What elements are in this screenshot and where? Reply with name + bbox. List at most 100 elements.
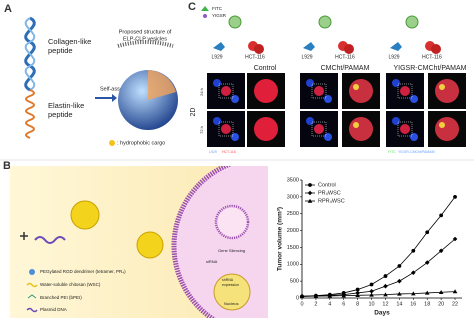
nucleus (392, 79, 400, 87)
panel-label: B (3, 160, 11, 172)
marker (369, 292, 374, 297)
legend-icon (203, 14, 207, 18)
panel-label: C (188, 1, 196, 13)
marker (411, 270, 416, 276)
collagen-helix (24, 17, 36, 91)
x-tick-label: 2 (314, 301, 317, 307)
marker (369, 288, 374, 294)
marker (307, 190, 313, 196)
cell-label: L929 (211, 54, 222, 60)
legend-text: Branched PEI (bPEI) (40, 295, 82, 300)
x-axis-label: Days (374, 310, 390, 317)
text: expression (222, 283, 239, 287)
cargo-icon (109, 140, 115, 146)
nucleus (306, 117, 314, 125)
schematics: L929 HCT-116 L929 HCT-116 L929 HCT-116 (211, 15, 442, 60)
legend-text: PEGylated RGD dendrimer (tetramer, PR₄) (40, 269, 126, 274)
text: siRNA (206, 259, 218, 264)
arrow-head (112, 94, 117, 102)
marker (397, 291, 402, 296)
x-tick-label: 10 (369, 301, 375, 307)
zoom-box (311, 83, 327, 99)
x-tick-label: 22 (452, 301, 458, 307)
panel-a: A Collagen-like peptide Elastin-like pep… (4, 3, 178, 146)
zoom-box (218, 83, 234, 99)
y-tick-label: 0 (296, 295, 299, 301)
marker (355, 293, 360, 298)
series-line (301, 196, 456, 297)
plasmid (34, 236, 66, 244)
cell (221, 124, 231, 134)
particle (405, 15, 419, 29)
cell (254, 79, 278, 103)
nucleus (324, 133, 332, 141)
text: Proposed structure of (119, 29, 172, 35)
nucleus (213, 117, 221, 125)
text: Self-assembly (100, 86, 135, 92)
cell (435, 117, 459, 141)
x-tick-label: 6 (342, 301, 345, 307)
cell (221, 86, 231, 96)
cell-icon (303, 42, 315, 51)
nucleus (231, 133, 239, 141)
nucleus (213, 79, 221, 87)
cell-label: L929 (388, 54, 399, 60)
text: peptide (48, 46, 73, 55)
marker (425, 230, 430, 235)
cell (314, 86, 324, 96)
x-tick-label: 4 (328, 301, 331, 307)
y-axis-label: Tumor volume (mm³) (277, 207, 284, 271)
column-header: Control (254, 65, 277, 72)
zoom-box (218, 121, 234, 137)
x-tick-label: 8 (356, 301, 359, 307)
cell (349, 79, 373, 103)
marker (383, 283, 388, 289)
y-tick-label: 2000 (287, 228, 299, 234)
legend-icon (27, 294, 37, 299)
nucleus (324, 95, 332, 103)
micrographs (207, 73, 466, 147)
nucleus (392, 117, 400, 125)
signal (439, 84, 445, 90)
text: ELP-CLP vesicles (123, 36, 167, 42)
marker (383, 292, 388, 297)
marker (397, 278, 402, 284)
x-tick-label: 18 (424, 301, 430, 307)
cell-label: L929 (301, 54, 312, 60)
legend-icon (26, 282, 38, 288)
column-header: YIGSR-CMCht/PAMAM (394, 65, 467, 72)
elastin-spring (25, 89, 35, 139)
cell-label: HCT-116 (422, 54, 442, 60)
cell (400, 86, 410, 96)
nucleus-shape (213, 273, 251, 311)
y-tick-label: 3500 (287, 177, 299, 183)
cell-icon (213, 42, 225, 51)
complex (136, 231, 164, 259)
marker (424, 260, 430, 265)
legend-text: Plasmid DNA (40, 307, 67, 312)
marker (411, 248, 416, 253)
marker (424, 290, 430, 295)
marker (355, 290, 360, 296)
y-tick-label: 1500 (287, 245, 299, 251)
row-label: 24 h (199, 88, 204, 96)
marker (299, 294, 305, 299)
row-label: 72 h (199, 126, 204, 134)
panel-label: A (4, 3, 12, 15)
marker (438, 289, 444, 294)
text: : hydrophobic cargo (117, 140, 165, 146)
x-tick-label: 12 (382, 301, 388, 307)
cell-icon (344, 44, 354, 54)
text: shRNA (222, 278, 234, 282)
footnote: FITC (388, 150, 396, 154)
cell (349, 117, 373, 141)
x-tick-label: 14 (396, 301, 402, 307)
marker (453, 194, 457, 199)
marker (369, 282, 374, 287)
marker (439, 213, 444, 218)
cell-label: HCT-116 (335, 54, 355, 60)
legend-label: RPR₄WSC (318, 198, 345, 204)
complex (70, 200, 100, 230)
panel-b: B PEGylated RGD dendrimer (tetramer, PR₄… (0, 159, 474, 318)
